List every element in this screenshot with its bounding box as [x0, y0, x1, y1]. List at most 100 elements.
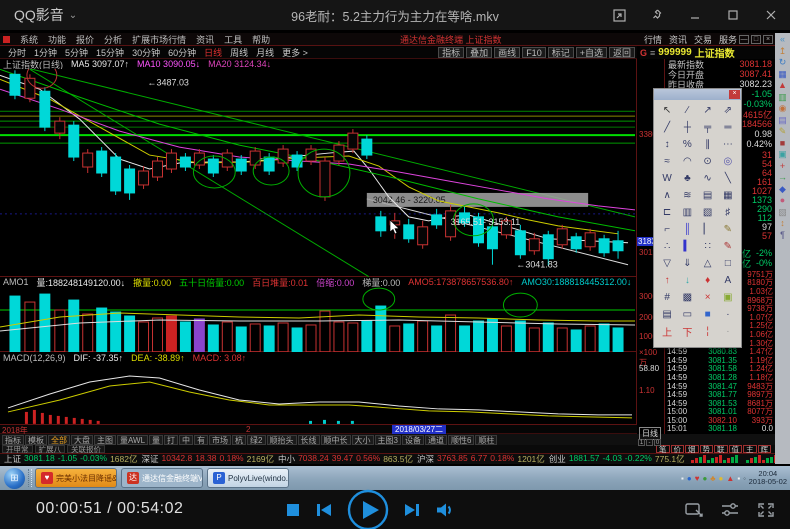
stop-button[interactable]	[285, 502, 301, 518]
period-tab-月线[interactable]: 月线	[256, 47, 275, 58]
strip-tool-icon[interactable]: ↥	[778, 45, 787, 56]
mini-tab[interactable]: 烟	[685, 445, 699, 453]
tray-icon[interactable]: ●	[718, 473, 724, 483]
period-tab-15分钟[interactable]: 15分钟	[96, 47, 125, 58]
tdx-right-menu-item[interactable]: 交易	[693, 34, 712, 45]
tdx-menu-item[interactable]: 功能	[48, 34, 67, 45]
tdx-right-menu-item[interactable]: 资讯	[668, 34, 687, 45]
tray-icon[interactable]: ●	[702, 473, 708, 483]
strip-tool-icon[interactable]: ↻	[778, 57, 787, 67]
drawing-tool-icon[interactable]: ║	[683, 224, 691, 235]
previous-button[interactable]	[315, 502, 333, 518]
toolbar-button[interactable]: 指标	[438, 46, 465, 58]
tdx-close-icon[interactable]: ×	[763, 34, 773, 44]
indicator-tab-长线[interactable]: 长线	[297, 434, 320, 445]
minimize-button[interactable]	[676, 0, 714, 30]
tray-icon[interactable]: ◦	[743, 473, 746, 483]
mini-tab[interactable]: 值	[728, 445, 742, 453]
mini-mode-button[interactable]	[600, 0, 638, 30]
indicator-tab-顺性6[interactable]: 顺性6	[447, 434, 475, 445]
palette-titlebar[interactable]: ×	[654, 89, 741, 100]
period-tab-周线[interactable]: 周线	[230, 47, 249, 58]
mini-tab[interactable]: 价	[670, 445, 684, 453]
drawing-tool-icon[interactable]: ≋	[683, 190, 692, 201]
drawing-tool-icon[interactable]: □	[724, 258, 731, 269]
period-tab-日线[interactable]: 日线	[204, 47, 223, 58]
indicator-tab-主图3[interactable]: 主图3	[374, 434, 401, 445]
tdx-menu-item[interactable]: 系统	[20, 34, 39, 45]
indicator-tab-顺柱[interactable]: 顺柱	[475, 434, 498, 445]
drawing-tool-icon[interactable]: ╤	[704, 122, 712, 133]
indicator-tab-大小[interactable]: 大小	[351, 434, 374, 445]
drawing-tool-icon[interactable]: ♯	[725, 207, 731, 218]
drawing-tool-icon[interactable]: ▥	[682, 207, 693, 218]
maximize-button[interactable]	[714, 0, 752, 30]
indicator-tab-量[interactable]: 量	[149, 434, 164, 445]
drawing-tool-icon[interactable]: 下	[682, 328, 693, 339]
drawing-tool-icon[interactable]: ▽	[663, 258, 671, 269]
tray-icon[interactable]: ●	[686, 473, 692, 483]
indicator-tab-有[interactable]: 有	[194, 434, 209, 445]
drawing-tool-icon[interactable]: ↗	[703, 105, 712, 116]
drawing-tool-icon[interactable]: ·	[726, 326, 730, 337]
qq-app-menu[interactable]: QQ影音 ⌄	[0, 5, 77, 25]
drawing-tool-icon[interactable]: ▤	[662, 309, 672, 320]
drawing-tool-icon[interactable]: ═	[724, 122, 732, 133]
period-tab-分时[interactable]: 分时	[8, 47, 27, 58]
video-frame[interactable]: 系统 功能 报价 分析 扩展市场行情 资讯 工具 帮助 通达信金融终端 上证指数 行情 资讯 交易…	[0, 30, 790, 466]
strip-tool-icon[interactable]: ▧	[778, 206, 787, 217]
tray-icon[interactable]: ▪	[681, 473, 684, 483]
taskbar-clock[interactable]: 20:04 2018-05-02	[749, 469, 787, 487]
drawing-tool-icon[interactable]: ∥	[705, 139, 711, 150]
macd-pane[interactable]: MACD(12,26,9) DIF: -37.35↑ DEA: -38.89↑ MAC…	[0, 352, 637, 425]
period-tab-更多 >[interactable]: 更多 >	[282, 47, 308, 58]
close-button[interactable]	[752, 0, 790, 30]
pin-button[interactable]	[638, 0, 676, 30]
mini-tab[interactable]: 笔	[656, 445, 670, 453]
drawing-tool-icon[interactable]: ╱	[664, 122, 671, 133]
playlist-settings-button[interactable]	[720, 501, 740, 519]
drawing-tool-icon[interactable]: ∴	[663, 241, 671, 252]
drawing-tool-icon[interactable]: W	[662, 173, 672, 184]
tdx-menu-item[interactable]: 扩展市场行情	[132, 34, 187, 45]
strip-tool-icon[interactable]: ▥	[778, 91, 787, 102]
period-tab-5分钟[interactable]: 5分钟	[65, 47, 89, 58]
indicator-tab-杭[interactable]: 杭	[232, 434, 247, 445]
indicator-tab-指标[interactable]: 指标	[2, 434, 24, 445]
toolbar-button[interactable]: F10	[522, 46, 546, 58]
strip-tool-icon[interactable]: ▲	[778, 80, 787, 90]
period-tab-1分钟[interactable]: 1分钟	[34, 47, 58, 58]
indicator-tab-打[interactable]: 打	[164, 434, 179, 445]
drawing-tool-icon[interactable]: ▣	[723, 292, 733, 303]
indicator-tab-顺中长[interactable]: 顺中长	[320, 434, 351, 445]
indicator-tab-绿2[interactable]: 绿2	[247, 434, 266, 445]
tray-icon[interactable]: ▪	[737, 473, 741, 483]
main-chart-pane[interactable]: 上证指数(日线) MA5 3097.07↑ MA10 3090.05↓ MA20 31…	[0, 59, 637, 277]
toolbar-button[interactable]: 画线	[494, 46, 521, 58]
drawing-tool-icon[interactable]: ⌐	[664, 224, 671, 235]
drawing-tool-icon[interactable]: ↓	[684, 275, 690, 286]
drawing-tool-icon[interactable]: ∿	[703, 173, 712, 184]
tdx-right-menu-item[interactable]: 服务	[718, 34, 737, 45]
drawing-tool-icon[interactable]: A	[724, 275, 732, 286]
tdx-menu-item[interactable]: 报价	[76, 34, 95, 45]
snapshot-button[interactable]	[684, 501, 704, 519]
secondary-tab[interactable]: 扩展八	[34, 445, 65, 453]
strip-tool-icon[interactable]: ↕	[780, 218, 785, 228]
drawing-tool-icon[interactable]: ┼	[683, 122, 691, 133]
indicator-tab-主图[interactable]: 主图	[94, 434, 116, 445]
mini-button[interactable]: 0	[654, 439, 661, 446]
drawing-tool-icon[interactable]: ╲	[724, 173, 731, 184]
taskbar-app-button[interactable]: P PolyvLive(windo...	[207, 468, 289, 488]
fullscreen-button[interactable]	[756, 501, 776, 519]
drawing-tool-icon[interactable]: ⋯	[722, 139, 733, 150]
drawing-tool-icon[interactable]: ▧	[702, 207, 713, 218]
volume-pane[interactable]: AMO1 量:188248149120.00↓ 撤量:0.00 五十日倍量:0.00 百…	[0, 277, 637, 352]
strip-tool-icon[interactable]: ●	[779, 195, 786, 205]
drawing-tool-icon[interactable]: ♣	[684, 173, 691, 184]
drawing-tool-icon[interactable]: ▭	[682, 309, 693, 320]
strip-tool-icon[interactable]: ¶	[780, 229, 785, 240]
period-tab-30分钟[interactable]: 30分钟	[132, 47, 161, 58]
taskbar-app-button[interactable]: 达通达信金融终端V...	[121, 468, 203, 488]
mini-button[interactable]: 1	[638, 439, 645, 446]
